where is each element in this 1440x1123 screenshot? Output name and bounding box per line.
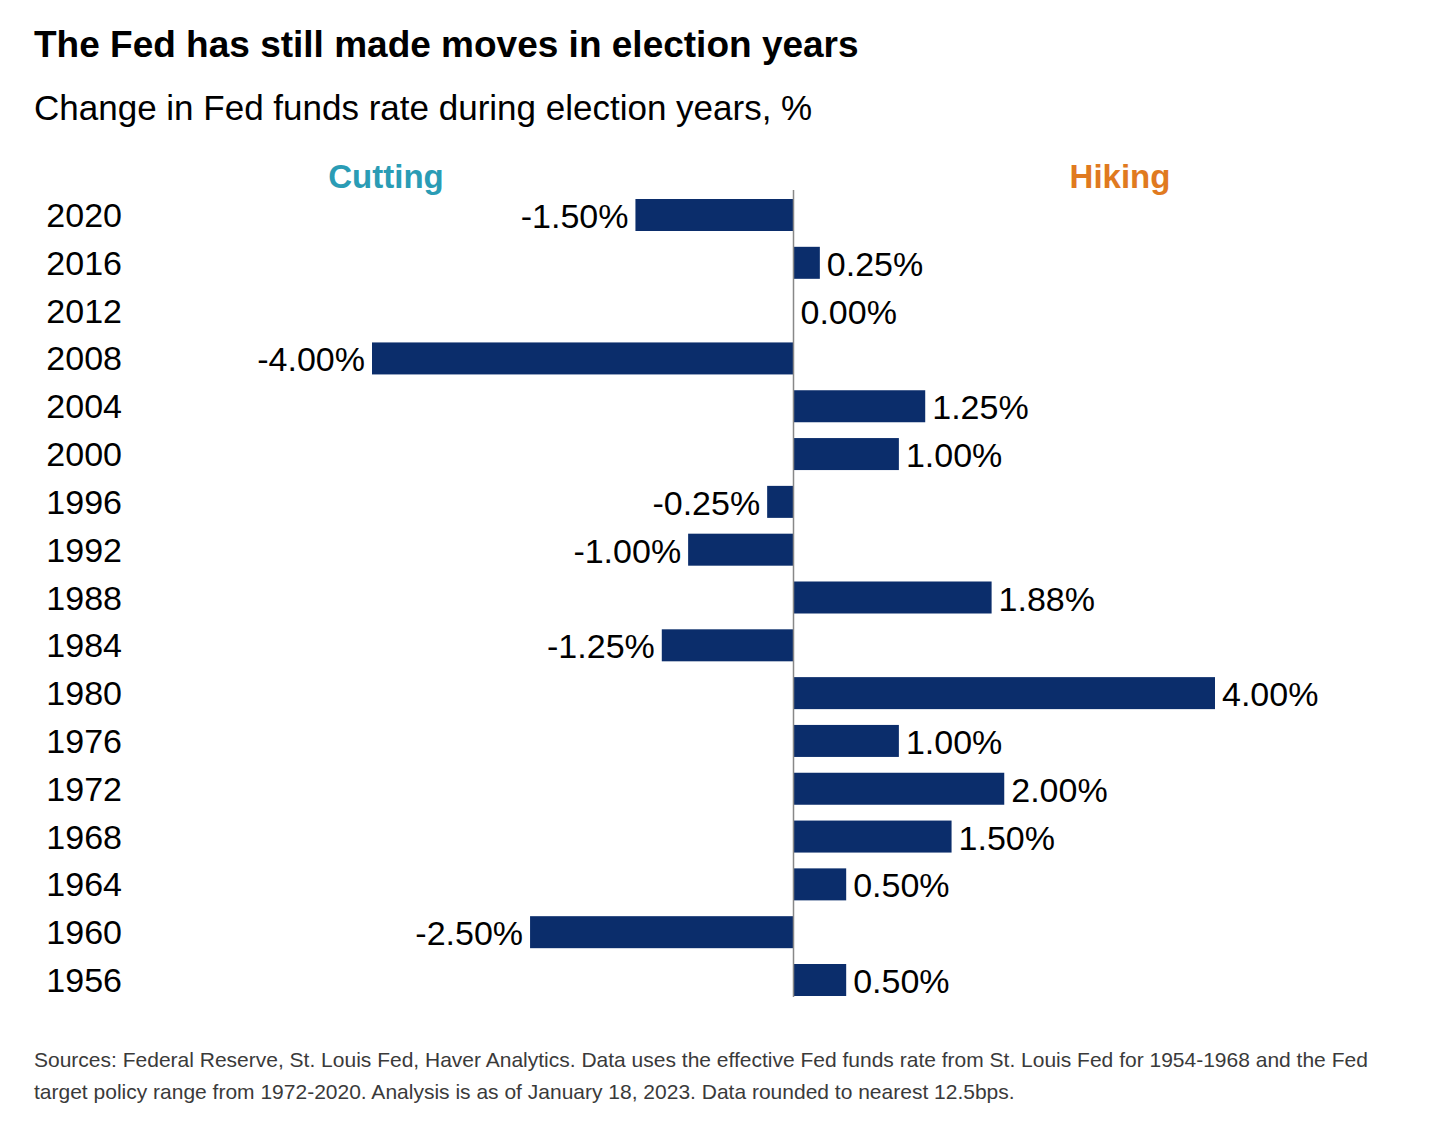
category-label: 1968 xyxy=(46,818,122,856)
data-label: -2.50% xyxy=(415,914,523,952)
bar xyxy=(794,964,847,996)
category-label: 1988 xyxy=(46,579,122,617)
bar xyxy=(794,868,847,900)
category-label: 1960 xyxy=(46,913,122,951)
bar xyxy=(794,677,1216,709)
data-label: -1.50% xyxy=(521,197,629,235)
bar xyxy=(794,725,899,757)
data-label: 1.88% xyxy=(999,580,1095,618)
axis-line xyxy=(793,190,795,997)
data-label: 4.00% xyxy=(1222,675,1318,713)
data-label: 0.50% xyxy=(853,866,949,904)
title: The Fed has still made moves in election… xyxy=(34,24,859,65)
bar xyxy=(662,629,794,661)
subtitle: Change in Fed funds rate during election… xyxy=(34,88,812,127)
data-label: -1.25% xyxy=(547,627,655,665)
annotation: Cutting xyxy=(328,158,443,195)
data-label: -0.25% xyxy=(652,484,760,522)
category-label: 1956 xyxy=(46,961,122,999)
annotation: Hiking xyxy=(1070,158,1171,195)
data-label: 0.00% xyxy=(801,293,897,331)
data-label: 2.00% xyxy=(1011,771,1107,809)
data-label: -4.00% xyxy=(257,340,365,378)
category-label: 2016 xyxy=(46,244,122,282)
bar xyxy=(794,438,899,470)
data-label: -1.00% xyxy=(573,532,681,570)
data-label: 1.25% xyxy=(932,388,1028,426)
category-label: 2020 xyxy=(46,196,122,234)
bar xyxy=(794,821,952,853)
bar xyxy=(794,247,820,279)
category-label: 2012 xyxy=(46,292,122,330)
category-label: 1984 xyxy=(46,626,122,664)
category-label: 2004 xyxy=(46,387,122,425)
category-label: 1976 xyxy=(46,722,122,760)
source-note: Sources: Federal Reserve, St. Louis Fed,… xyxy=(34,1044,1414,1108)
category-label: 2008 xyxy=(46,339,122,377)
category-label: 2000 xyxy=(46,435,122,473)
bar xyxy=(530,916,793,948)
data-label: 1.00% xyxy=(906,436,1002,474)
chart: The Fed has still made moves in election… xyxy=(0,0,1440,1123)
category-label: 1996 xyxy=(46,483,122,521)
bar xyxy=(688,534,793,566)
bar xyxy=(767,486,793,518)
bar xyxy=(794,582,992,614)
bar xyxy=(635,199,793,231)
category-label: 1992 xyxy=(46,531,122,569)
bar xyxy=(372,342,794,374)
category-label: 1972 xyxy=(46,770,122,808)
bar xyxy=(794,390,926,422)
data-label: 0.25% xyxy=(827,245,923,283)
data-label: 1.00% xyxy=(906,723,1002,761)
category-label: 1964 xyxy=(46,865,122,903)
category-label: 1980 xyxy=(46,674,122,712)
bar xyxy=(794,773,1005,805)
data-label: 1.50% xyxy=(959,819,1055,857)
data-label: 0.50% xyxy=(853,962,949,1000)
